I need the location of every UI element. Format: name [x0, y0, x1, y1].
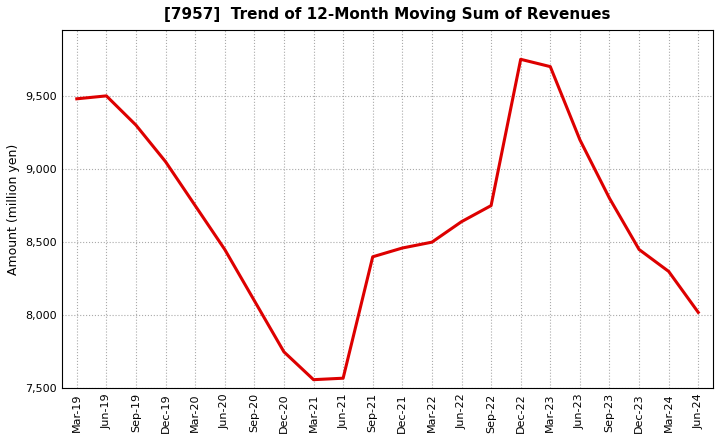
Title: [7957]  Trend of 12-Month Moving Sum of Revenues: [7957] Trend of 12-Month Moving Sum of R… — [164, 7, 611, 22]
Y-axis label: Amount (million yen): Amount (million yen) — [7, 143, 20, 275]
